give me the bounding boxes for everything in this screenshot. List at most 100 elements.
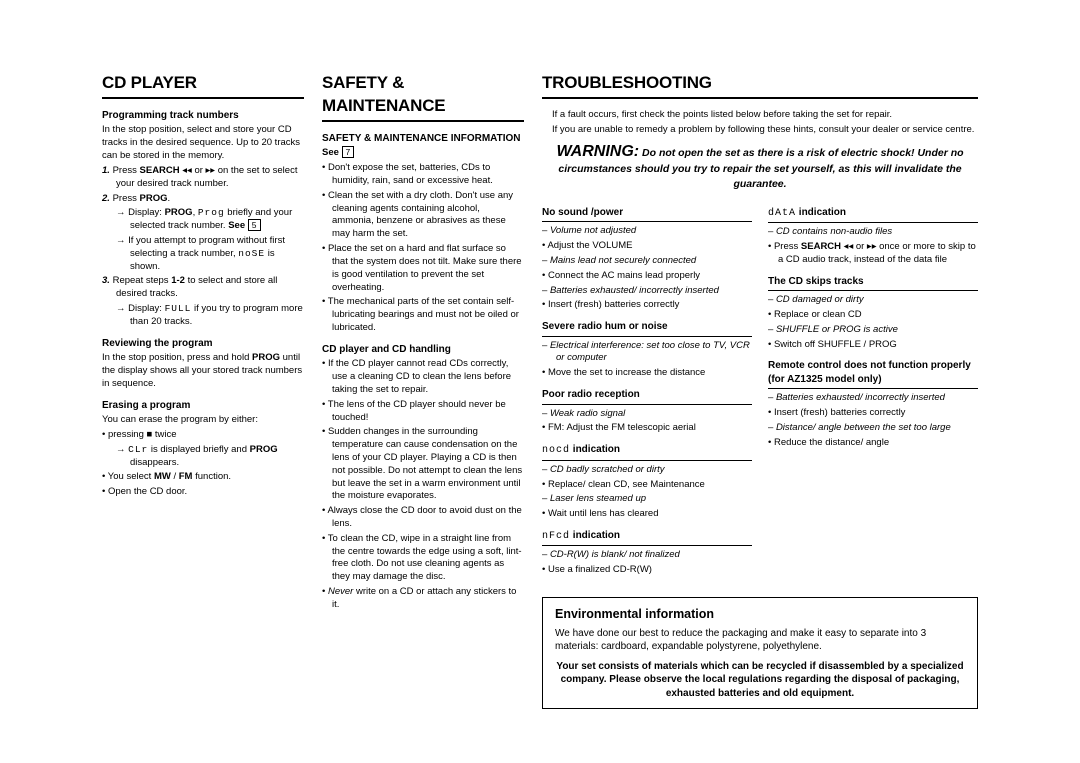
intro-line: If a fault occurs, first check the point…	[542, 109, 978, 122]
env-p1: We have done our best to reduce the pack…	[555, 627, 965, 654]
warning-block: WARNING: Do not open the set as there is…	[542, 141, 978, 192]
txt: write on a CD or attach any stickers to …	[332, 586, 516, 610]
symptom: Distance/ angle between the set too larg…	[768, 422, 978, 435]
txt: Never	[328, 586, 353, 597]
remedy: Use a finalized CD-R(W)	[542, 564, 752, 577]
symptom: Weak radio signal	[542, 408, 752, 421]
ts-head: Severe radio hum or noise	[542, 320, 752, 337]
list-item: The mechanical parts of the set contain …	[322, 296, 524, 334]
list-item: The lens of the CD player should never b…	[322, 399, 524, 425]
list: Volume not adjusted Adjust the VOLUME Ma…	[542, 225, 752, 312]
list: Don't expose the set, batteries, CDs to …	[322, 162, 524, 335]
headline-safety: SAFETY & MAINTENANCE	[322, 72, 524, 122]
subhead-safety-info: SAFETY & MAINTENANCE INFORMATION	[322, 132, 524, 146]
headline-trouble: TROUBLESHOOTING	[542, 72, 978, 99]
txt: SEARCH	[801, 241, 841, 252]
page: CD PLAYER Programming track numbers In t…	[102, 72, 978, 709]
txt: 1-2	[171, 275, 185, 286]
symptom: Electrical interference: set too close t…	[542, 340, 752, 366]
remedy: Press SEARCH ◂◂ or ▸▸ once or more to sk…	[768, 241, 978, 267]
ts-head: The CD skips tracks	[768, 275, 978, 292]
list-item: pressing ■ twice	[102, 429, 304, 442]
ts-col-right: dAtA indication CD contains non-audio fi…	[768, 198, 978, 579]
step-num: 2.	[102, 193, 110, 204]
subhead-prog-track: Programming track numbers	[102, 109, 304, 123]
list-item: Always close the CD door to avoid dust o…	[322, 505, 524, 531]
txt: PROG	[250, 444, 278, 455]
txt: Press	[774, 241, 801, 252]
arrow-line: If you attempt to program without first …	[102, 235, 304, 273]
remedy: Reduce the distance/ angle	[768, 437, 978, 450]
ts-head: dAtA indication	[768, 206, 978, 224]
step-num: 1.	[102, 165, 110, 176]
remedy: FM: Adjust the FM telescopic aerial	[542, 422, 752, 435]
list: CD damaged or dirty Replace or clean CD …	[768, 294, 978, 351]
remedy: Replace or clean CD	[768, 309, 978, 322]
env-box: Environmental information We have done o…	[542, 597, 978, 709]
symptom: Batteries exhausted/ incorrectly inserte…	[542, 285, 752, 298]
remedy: Insert (fresh) batteries correctly	[542, 299, 752, 312]
seg-disp: Prog	[198, 207, 225, 218]
ts-col-left: No sound /power Volume not adjusted Adju…	[542, 198, 752, 579]
para: You can erase the program by either:	[102, 414, 304, 427]
list: CD-R(W) is blank/ not finalized Use a fi…	[542, 549, 752, 577]
txt: Press	[113, 193, 140, 204]
txt: See	[322, 147, 342, 158]
txt: See	[228, 220, 248, 231]
boxed-ref: 7	[342, 146, 355, 158]
arrow-line: Display: FULL if you try to program more…	[102, 303, 304, 329]
step-2: 2. Press PROG.	[102, 193, 304, 206]
seg-disp: nFcd	[542, 531, 570, 542]
list-item: Clean the set with a dry cloth. Don't us…	[322, 190, 524, 241]
para: In the stop position, select and store y…	[102, 124, 304, 162]
ts-head: No sound /power	[542, 206, 752, 223]
step-num: 3.	[102, 275, 110, 286]
symptom: CD contains non-audio files	[768, 226, 978, 239]
txt: function.	[192, 471, 231, 482]
symptom: SHUFFLE or PROG is active	[768, 324, 978, 337]
symptom: CD badly scratched or dirty	[542, 464, 752, 477]
remedy: Move the set to increase the distance	[542, 367, 752, 380]
txt: indication	[570, 444, 620, 455]
list: CD contains non-audio files Press SEARCH…	[768, 226, 978, 266]
txt: .	[168, 193, 171, 204]
txt: is displayed briefly and	[148, 444, 249, 455]
txt: SEARCH	[140, 165, 180, 176]
txt: PROG	[140, 193, 168, 204]
remedy: Insert (fresh) batteries correctly	[768, 407, 978, 420]
step-1: 1. Press SEARCH ◂◂ or ▸▸ on the set to s…	[102, 165, 304, 191]
seg-disp: CLr	[128, 444, 148, 455]
remedy: Wait until lens has cleared	[542, 508, 752, 521]
col-cd-player: CD PLAYER Programming track numbers In t…	[102, 72, 304, 709]
subhead-erase: Erasing a program	[102, 399, 304, 413]
list-item: Place the set on a hard and flat surface…	[322, 243, 524, 294]
list: pressing ■ twice	[102, 429, 304, 442]
list: Weak radio signal FM: Adjust the FM tele…	[542, 408, 752, 436]
list: Batteries exhausted/ incorrectly inserte…	[768, 392, 978, 449]
symptom: CD damaged or dirty	[768, 294, 978, 307]
remedy: Adjust the VOLUME	[542, 240, 752, 253]
txt: FM	[179, 471, 193, 482]
list-item: To clean the CD, wipe in a straight line…	[322, 533, 524, 584]
list-item: Never write on a CD or attach any sticke…	[322, 586, 524, 612]
list: Electrical interference: set too close t…	[542, 340, 752, 380]
ts-head: nFcd indication	[542, 529, 752, 547]
list-item: You select MW / FM function.	[102, 471, 304, 484]
step-3: 3. Repeat steps 1-2 to select and store …	[102, 275, 304, 301]
col-safety: SAFETY & MAINTENANCE SAFETY & MAINTENANC…	[322, 72, 524, 709]
list-item: Sudden changes in the surrounding temper…	[322, 426, 524, 503]
arrow-line: CLr is displayed briefly and PROG disapp…	[102, 444, 304, 470]
ts-head: Remote control does not function properl…	[768, 359, 978, 389]
para-see: See 7	[322, 147, 524, 160]
ts-head: nocd indication	[542, 443, 752, 461]
txt: Press	[113, 165, 140, 176]
list-item: Open the CD door.	[102, 486, 304, 499]
symptom: Mains lead not securely connected	[542, 255, 752, 268]
symptom: Volume not adjusted	[542, 225, 752, 238]
list-item: If the CD player cannot read CDs correct…	[322, 358, 524, 396]
list: You select MW / FM function. Open the CD…	[102, 471, 304, 499]
txt: You select	[108, 471, 154, 482]
txt: PROG	[252, 352, 280, 363]
para: In the stop position, press and hold PRO…	[102, 352, 304, 390]
seg-disp: FULL	[165, 303, 192, 314]
